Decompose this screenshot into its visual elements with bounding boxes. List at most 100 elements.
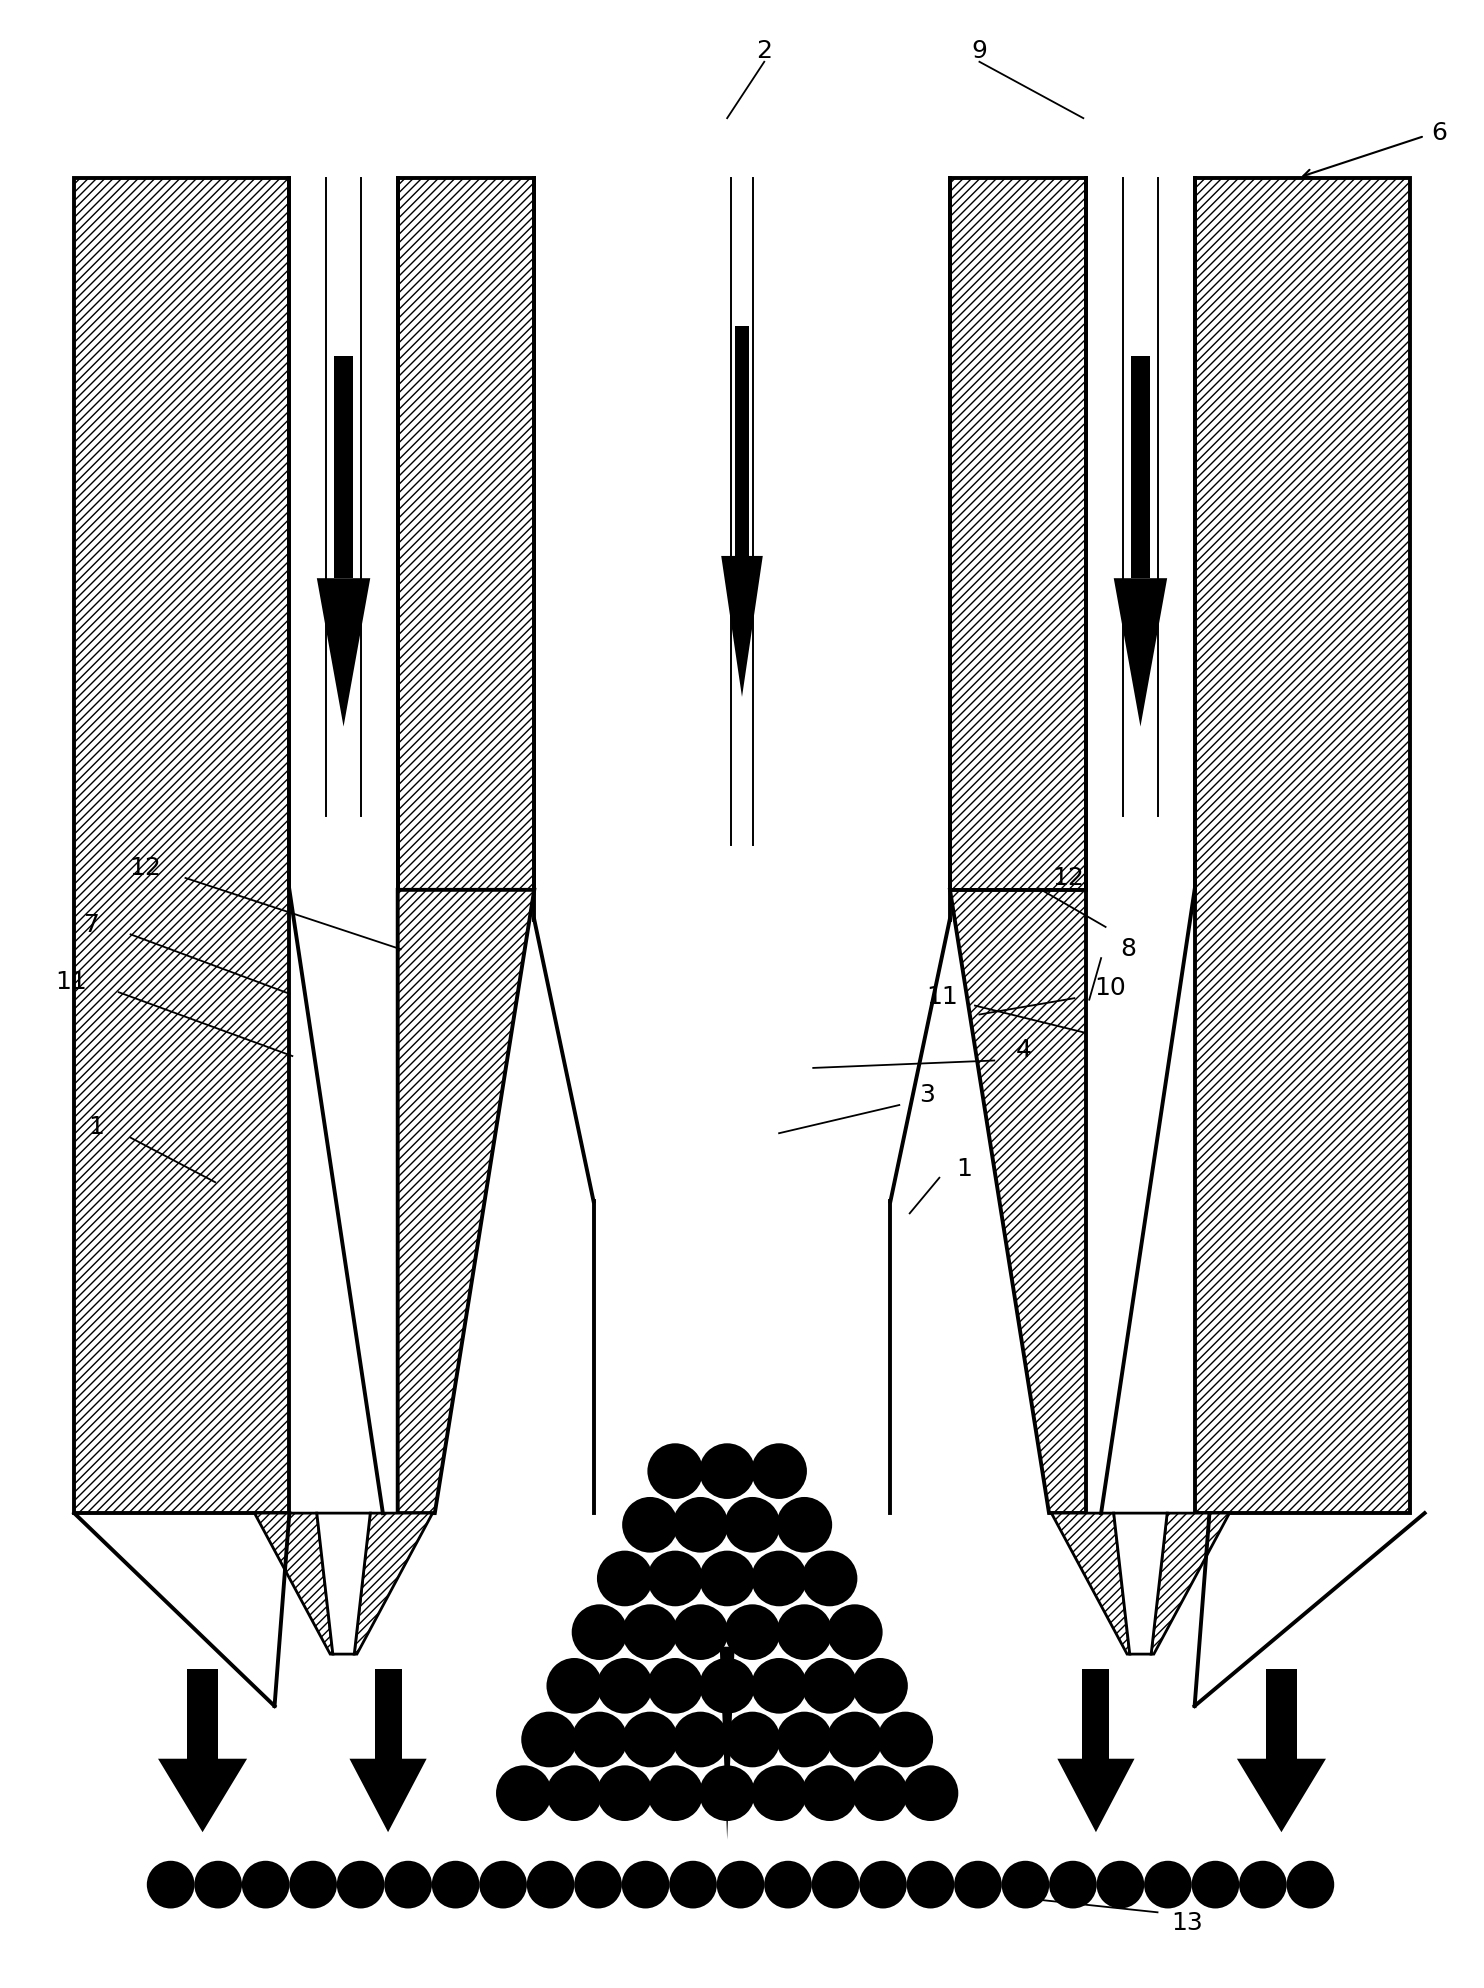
Circle shape bbox=[597, 1658, 653, 1714]
Polygon shape bbox=[1082, 1670, 1110, 1759]
Circle shape bbox=[622, 1497, 678, 1553]
Circle shape bbox=[571, 1712, 628, 1767]
Text: 12: 12 bbox=[129, 855, 162, 879]
Polygon shape bbox=[159, 1759, 248, 1833]
Polygon shape bbox=[374, 1670, 402, 1759]
Text: 1: 1 bbox=[957, 1157, 972, 1181]
Circle shape bbox=[717, 1861, 764, 1908]
Circle shape bbox=[907, 1861, 954, 1908]
Text: 9: 9 bbox=[972, 40, 987, 64]
Polygon shape bbox=[398, 891, 534, 1513]
Circle shape bbox=[432, 1861, 479, 1908]
Circle shape bbox=[801, 1765, 858, 1821]
Polygon shape bbox=[735, 326, 749, 557]
Circle shape bbox=[289, 1861, 337, 1908]
Circle shape bbox=[647, 1551, 703, 1606]
Circle shape bbox=[672, 1604, 729, 1660]
Polygon shape bbox=[1195, 177, 1410, 1513]
Circle shape bbox=[1049, 1861, 1097, 1908]
Circle shape bbox=[776, 1604, 833, 1660]
Circle shape bbox=[751, 1551, 807, 1606]
Text: 10: 10 bbox=[1094, 976, 1126, 1000]
Text: 2: 2 bbox=[757, 40, 772, 64]
Circle shape bbox=[194, 1861, 242, 1908]
Circle shape bbox=[546, 1658, 603, 1714]
Text: 11: 11 bbox=[926, 984, 959, 1008]
Circle shape bbox=[1002, 1861, 1049, 1908]
Circle shape bbox=[622, 1604, 678, 1660]
Circle shape bbox=[1239, 1861, 1287, 1908]
Polygon shape bbox=[334, 356, 353, 579]
Polygon shape bbox=[1236, 1759, 1327, 1833]
Circle shape bbox=[597, 1551, 653, 1606]
Polygon shape bbox=[1113, 579, 1166, 726]
Text: 6: 6 bbox=[1432, 121, 1447, 145]
Circle shape bbox=[801, 1551, 858, 1606]
Circle shape bbox=[801, 1658, 858, 1714]
Circle shape bbox=[812, 1861, 859, 1908]
Polygon shape bbox=[398, 177, 534, 891]
Polygon shape bbox=[1051, 1513, 1129, 1654]
Text: 11: 11 bbox=[55, 970, 88, 994]
Circle shape bbox=[479, 1861, 527, 1908]
Circle shape bbox=[384, 1861, 432, 1908]
Circle shape bbox=[546, 1765, 603, 1821]
Circle shape bbox=[724, 1604, 781, 1660]
Polygon shape bbox=[350, 1759, 427, 1833]
Circle shape bbox=[496, 1765, 552, 1821]
Circle shape bbox=[724, 1497, 781, 1553]
Polygon shape bbox=[1152, 1513, 1229, 1654]
Circle shape bbox=[827, 1604, 883, 1660]
Text: 1: 1 bbox=[89, 1115, 104, 1139]
Circle shape bbox=[699, 1765, 755, 1821]
Circle shape bbox=[902, 1765, 959, 1821]
Circle shape bbox=[751, 1443, 807, 1499]
Polygon shape bbox=[255, 1513, 332, 1654]
Circle shape bbox=[622, 1712, 678, 1767]
Polygon shape bbox=[1266, 1670, 1297, 1759]
Circle shape bbox=[622, 1861, 669, 1908]
Polygon shape bbox=[74, 177, 289, 1513]
Circle shape bbox=[1097, 1861, 1144, 1908]
Circle shape bbox=[147, 1861, 194, 1908]
Polygon shape bbox=[187, 1670, 218, 1759]
Polygon shape bbox=[720, 1646, 735, 1839]
Circle shape bbox=[1287, 1861, 1334, 1908]
Circle shape bbox=[776, 1712, 833, 1767]
Circle shape bbox=[751, 1765, 807, 1821]
Circle shape bbox=[827, 1712, 883, 1767]
Circle shape bbox=[751, 1658, 807, 1714]
Circle shape bbox=[571, 1604, 628, 1660]
Circle shape bbox=[672, 1712, 729, 1767]
Text: 4: 4 bbox=[1017, 1038, 1031, 1062]
Circle shape bbox=[527, 1861, 574, 1908]
Polygon shape bbox=[1131, 356, 1150, 579]
Circle shape bbox=[574, 1861, 622, 1908]
Polygon shape bbox=[318, 1513, 371, 1654]
Text: 3: 3 bbox=[920, 1083, 935, 1107]
Circle shape bbox=[764, 1861, 812, 1908]
Circle shape bbox=[647, 1443, 703, 1499]
Circle shape bbox=[597, 1765, 653, 1821]
Circle shape bbox=[337, 1861, 384, 1908]
Polygon shape bbox=[1057, 1759, 1135, 1833]
Circle shape bbox=[776, 1497, 833, 1553]
Polygon shape bbox=[950, 891, 1086, 1513]
Circle shape bbox=[852, 1765, 908, 1821]
Text: 7: 7 bbox=[85, 912, 99, 938]
Circle shape bbox=[724, 1712, 781, 1767]
Polygon shape bbox=[318, 579, 371, 726]
Circle shape bbox=[647, 1658, 703, 1714]
Polygon shape bbox=[950, 177, 1086, 891]
Text: 8: 8 bbox=[1120, 936, 1135, 962]
Circle shape bbox=[699, 1658, 755, 1714]
Circle shape bbox=[699, 1443, 755, 1499]
Circle shape bbox=[859, 1861, 907, 1908]
Circle shape bbox=[521, 1712, 577, 1767]
Circle shape bbox=[1192, 1861, 1239, 1908]
Circle shape bbox=[647, 1765, 703, 1821]
Circle shape bbox=[852, 1658, 908, 1714]
Circle shape bbox=[954, 1861, 1002, 1908]
Text: 13: 13 bbox=[1171, 1910, 1204, 1934]
Circle shape bbox=[699, 1551, 755, 1606]
